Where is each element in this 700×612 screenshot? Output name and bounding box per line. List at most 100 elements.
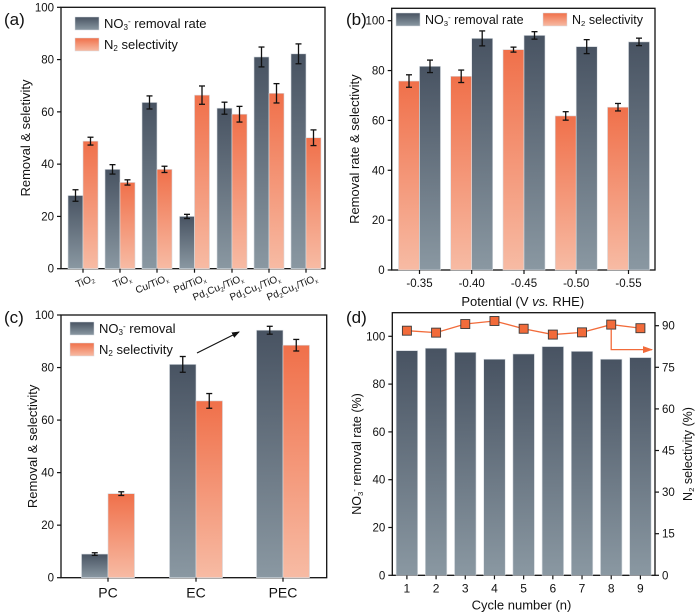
- x-tick-label: 6: [549, 581, 556, 595]
- panel-label-a: (a): [4, 10, 25, 29]
- y-tick-label: 60: [372, 115, 385, 127]
- y-tick-label: 80: [373, 379, 386, 391]
- legend-label: NO3- removal: [99, 321, 176, 337]
- bar-gray: [395, 350, 418, 576]
- y-tick-label: 60: [373, 427, 386, 439]
- panel-label-b: (b): [346, 10, 367, 29]
- x-axis-label: Cycle number (n): [472, 597, 572, 612]
- legend-swatch-gray: [395, 12, 421, 27]
- legend-swatch-gray: [74, 16, 100, 31]
- bar-gray: [290, 53, 307, 270]
- bar-orange: [268, 93, 285, 269]
- bar-orange: [502, 49, 525, 271]
- selectivity-marker: [460, 319, 471, 329]
- bar-orange: [607, 106, 629, 271]
- x-tick-label: 1: [404, 581, 411, 595]
- x-tick-label: Pd2Cu1/TiOx: [265, 273, 320, 304]
- selectivity-marker: [489, 316, 500, 326]
- bar-gray: [169, 364, 197, 578]
- bar-orange: [305, 137, 322, 269]
- panel-c: 0 20 40 60 80 100 NO3- removal N2 selectivity PC…: [25, 310, 328, 601]
- x-tick-label: 2: [433, 581, 440, 595]
- x-tick-label: -0.40: [459, 278, 485, 290]
- bar-gray: [81, 553, 109, 579]
- y-tick-label: 0: [48, 264, 54, 276]
- bar-gray: [256, 329, 284, 578]
- panel-label-c: (c): [4, 308, 24, 327]
- x-tick-label: Cu/TiOx: [134, 273, 171, 297]
- y-tick-label: 40: [41, 159, 54, 171]
- y-tick-label: 40: [41, 468, 54, 480]
- y-tick-label: 40: [372, 165, 385, 177]
- bar-gray: [575, 46, 598, 271]
- y-tick-label: 100: [35, 310, 54, 322]
- y-tick-label: 80: [41, 363, 54, 375]
- y-tick-label: 0: [48, 573, 54, 585]
- bar-gray: [419, 66, 441, 271]
- y2-tick-label: 60: [662, 404, 675, 416]
- y2-axis-label: N2 selectivity (%): [681, 407, 696, 501]
- y-tick-label: 20: [41, 211, 54, 223]
- x-tick-label: 5: [520, 581, 527, 595]
- x-tick-label: 7: [579, 581, 586, 595]
- y-axis-label: Removal & selectivity: [25, 384, 40, 508]
- y2-tick-label: 45: [662, 446, 675, 458]
- y2-tick-label: 90: [662, 321, 675, 333]
- bar-orange: [282, 344, 310, 579]
- y-tick-label: 80: [372, 66, 385, 78]
- bar-gray: [67, 195, 84, 269]
- bar-orange: [398, 80, 420, 271]
- y2-tick-label: 75: [662, 362, 675, 374]
- selectivity-marker: [431, 327, 442, 338]
- y-tick-label: 40: [373, 475, 386, 487]
- bar-gray: [141, 102, 158, 269]
- legend-label: N2 selectivity: [572, 13, 644, 28]
- bar-orange: [156, 169, 173, 269]
- right-axis-arrow: [610, 329, 653, 354]
- legend-label: NO3- removal rate: [104, 16, 207, 32]
- bar-gray: [425, 347, 448, 576]
- bar-orange: [195, 400, 223, 578]
- selectivity-marker: [401, 325, 412, 336]
- y2-tick-label: 15: [662, 529, 675, 541]
- selectivity-marker: [518, 323, 529, 334]
- y-tick-label: 100: [35, 2, 54, 14]
- panel-a: 0 20 40 60 80 100 NO3- removal rate N2 selectiv…: [18, 2, 326, 304]
- bar-orange: [450, 75, 473, 271]
- y-tick-label: 0: [378, 265, 384, 277]
- y-axis-label: Removal rate & selectivity: [347, 74, 362, 224]
- y-tick-label: 0: [379, 570, 385, 582]
- bar-gray: [104, 169, 121, 269]
- x-axis-label: Potential (V vs. RHE): [461, 294, 584, 309]
- x-tick-label: 3: [462, 581, 469, 595]
- bar-gray: [454, 352, 477, 576]
- panel-b: 0 20 40 60 80 100 NO3- removal rate N2 selectiv…: [347, 7, 656, 309]
- legend-swatch-orange: [69, 342, 95, 357]
- y-tick-label: 100: [366, 16, 385, 28]
- legend-label: N2 selectivity: [99, 342, 173, 358]
- panel-label-d: (d): [346, 308, 367, 327]
- y-tick-label: 60: [41, 415, 54, 427]
- bar-gray: [628, 41, 650, 271]
- bar-orange: [194, 94, 210, 269]
- bar-gray: [512, 353, 535, 576]
- x-tick-label: 4: [491, 581, 498, 595]
- x-tick-label: -0.45: [511, 278, 537, 290]
- y-tick-label: 20: [372, 215, 385, 227]
- x-tick-label: TiOx: [112, 273, 135, 291]
- bar-gray: [523, 35, 546, 271]
- legend-swatch-orange: [542, 12, 568, 27]
- trend-arrow: [196, 331, 240, 354]
- y-tick-label: 80: [41, 55, 54, 67]
- bar-gray: [216, 107, 233, 270]
- y-tick-label: 60: [41, 107, 54, 119]
- bar-gray: [483, 358, 506, 576]
- x-tick-label: PC: [98, 585, 117, 601]
- bar-gray: [471, 38, 494, 271]
- bar-orange: [119, 182, 136, 270]
- bar-orange: [554, 115, 577, 271]
- selectivity-marker: [547, 329, 558, 340]
- x-tick-label: -0.50: [563, 278, 589, 290]
- bar-gray: [570, 351, 594, 576]
